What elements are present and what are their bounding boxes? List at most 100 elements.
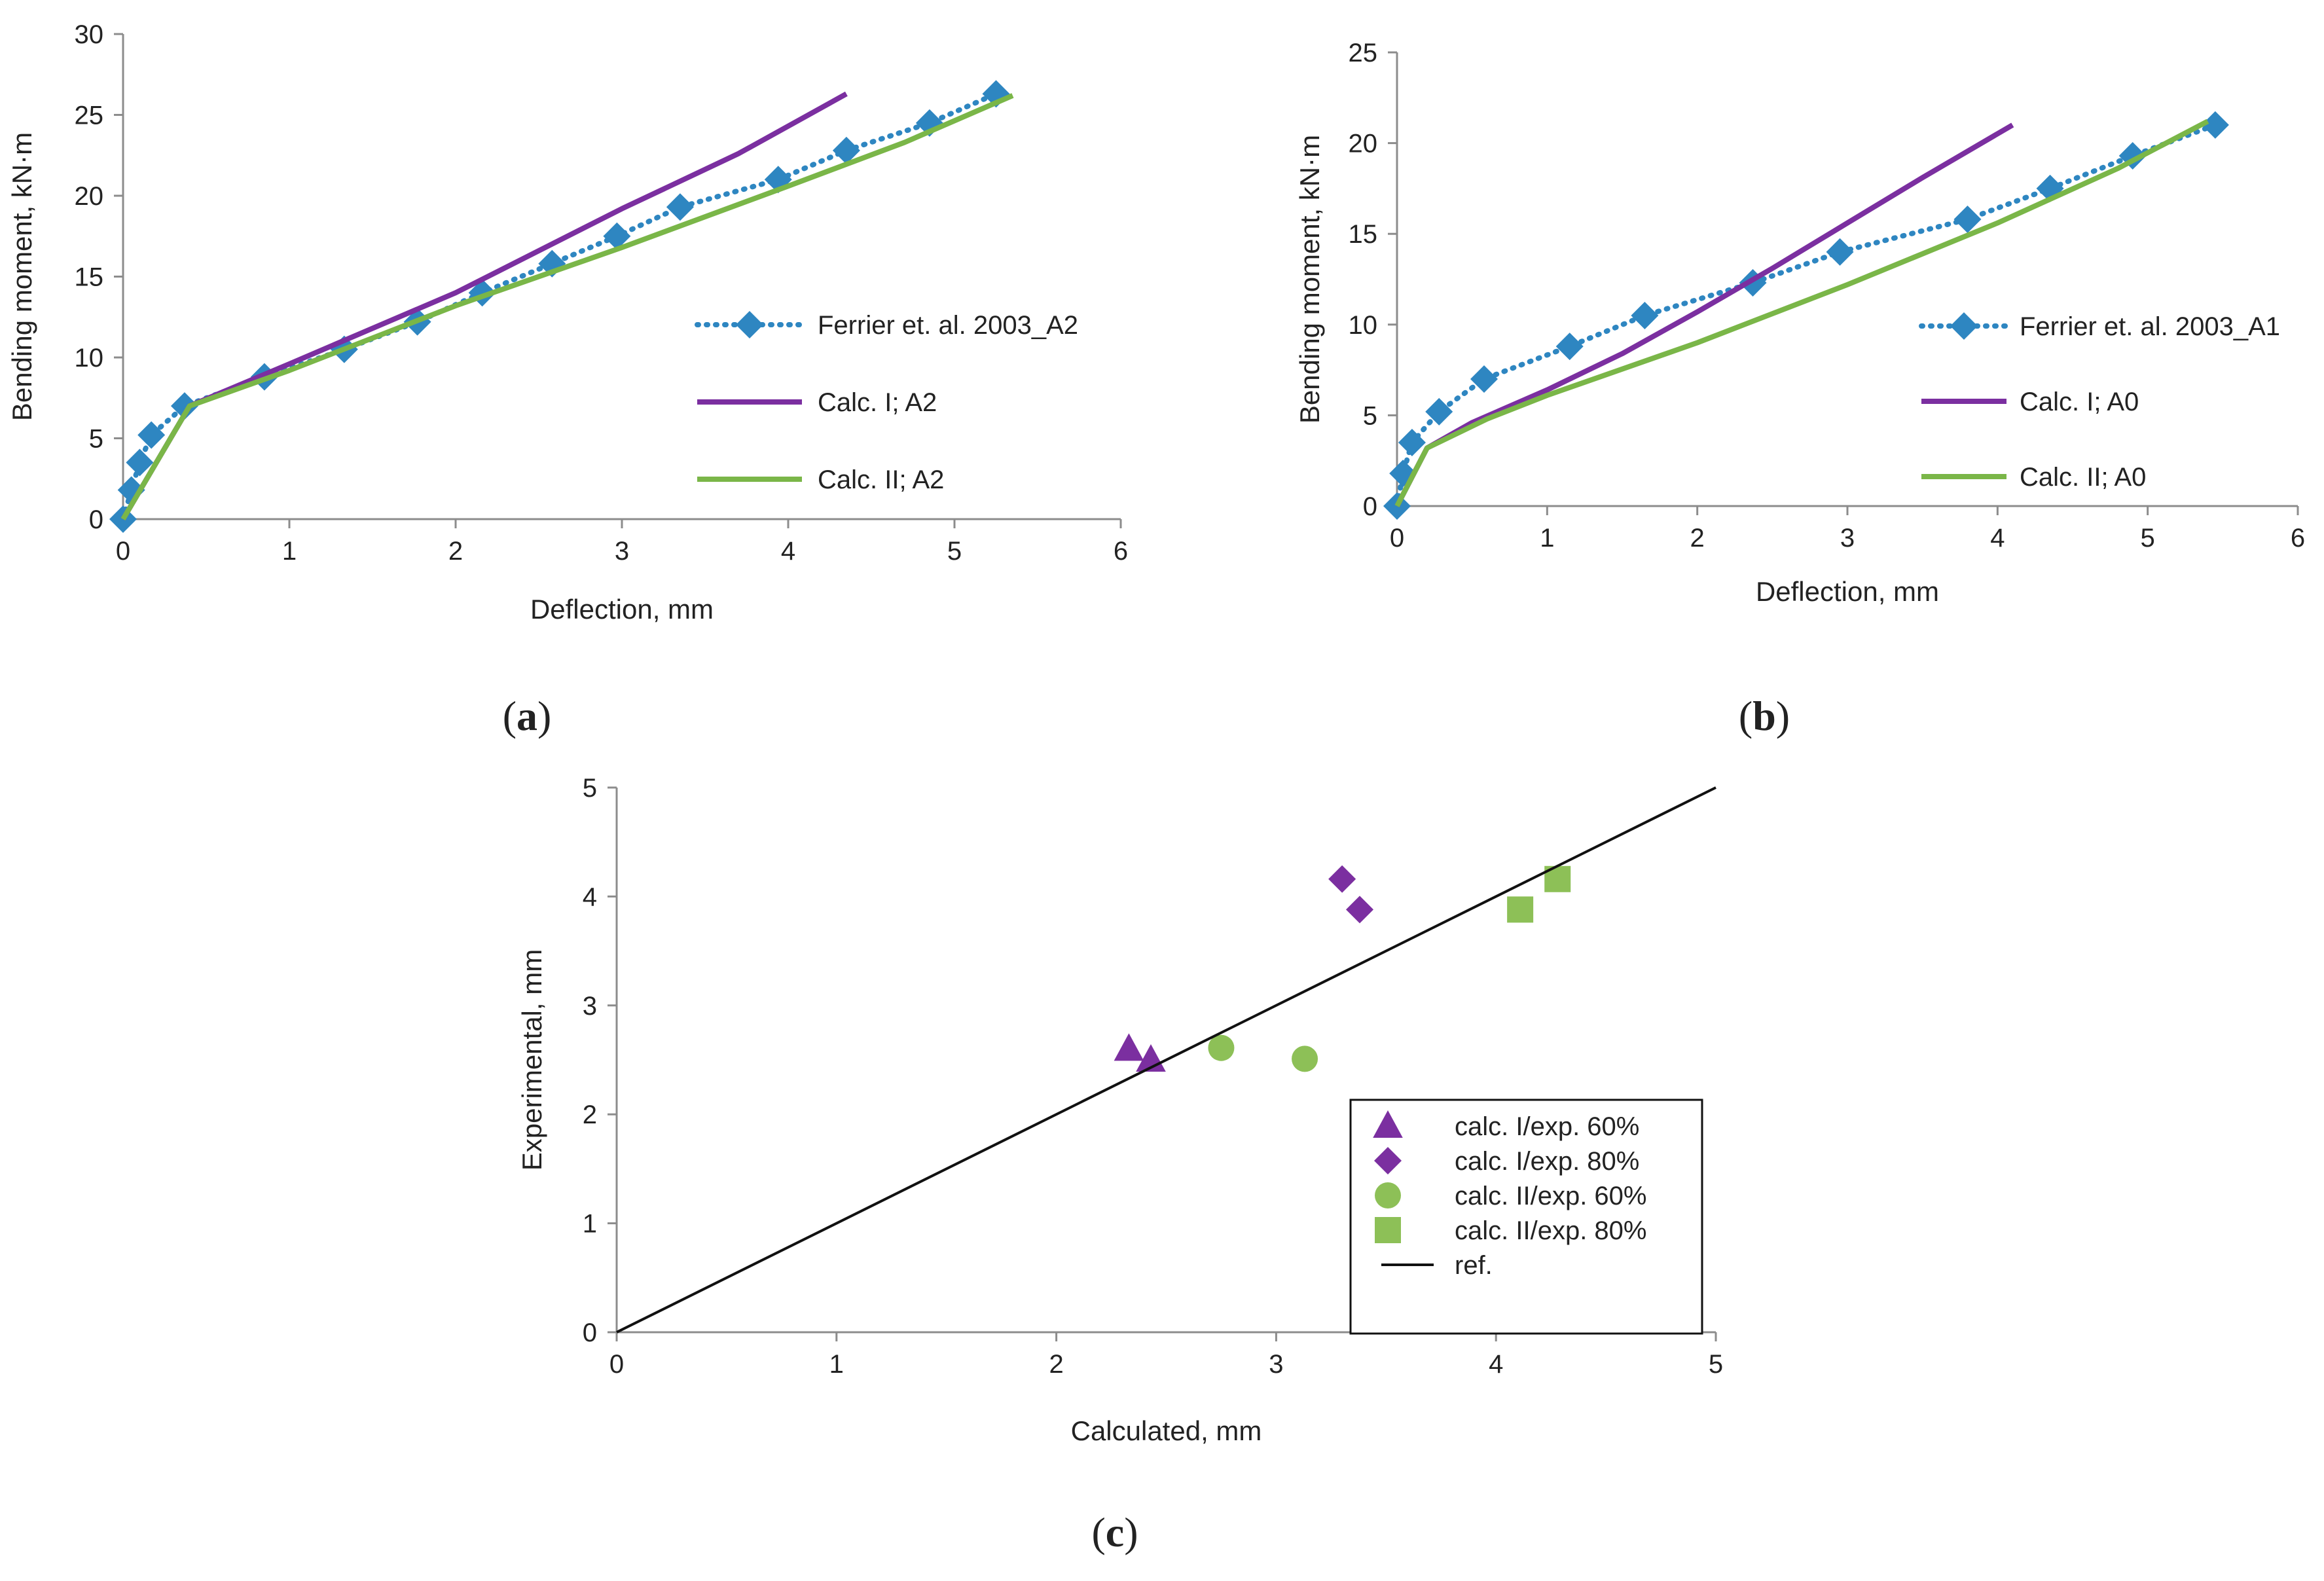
x-tick-label: 0: [116, 537, 130, 566]
x-tick-label: 5: [947, 537, 962, 566]
data-point: [1953, 206, 1982, 234]
series-2: [1208, 1034, 1318, 1072]
y-tick-label: 0: [1363, 492, 1377, 521]
caption-open: (: [503, 693, 517, 739]
x-tick-label: 2: [1049, 1350, 1063, 1379]
legend-label: calc. I/exp. 80%: [1455, 1147, 1639, 1176]
data-point: [603, 222, 631, 250]
legend-item: calc. II/exp. 60%: [1375, 1182, 1646, 1210]
legend-item: ref.: [1381, 1251, 1493, 1280]
x-axis-title: Deflection, mm: [1756, 576, 1939, 607]
x-tick-label: 1: [829, 1350, 844, 1379]
legend-marker: [1950, 312, 1978, 340]
x-tick-label: 4: [781, 537, 795, 566]
caption-letter: a: [517, 693, 537, 739]
caption-letter: c: [1106, 1509, 1124, 1555]
series-1: [120, 91, 848, 521]
x-tick-label: 2: [1690, 524, 1705, 553]
x-axis-title: Calculated, mm: [1071, 1415, 1262, 1446]
reference-line: [616, 786, 1716, 1334]
series-line: [120, 93, 1014, 521]
y-tick-label: 10: [1349, 311, 1378, 340]
legend-marker: [1375, 1217, 1401, 1243]
legend: Ferrier et. al. 2003_A2 Calc. I; A2 Calc. …: [695, 311, 1078, 494]
legend-item: calc. I/exp. 60%: [1373, 1110, 1639, 1141]
legend-marker: [1374, 1147, 1402, 1174]
x-tick-label: 1: [282, 537, 297, 566]
data-point: [1346, 896, 1374, 924]
legend-marker: [736, 311, 763, 338]
y-tick-label: 20: [75, 182, 104, 211]
caption-close: ): [1776, 693, 1790, 739]
legend-item: Ferrier et. al. 2003_A1: [1919, 312, 2280, 341]
x-tick-label: 1: [1540, 524, 1554, 553]
data-point: [1470, 365, 1498, 393]
caption-close: ): [1124, 1509, 1138, 1555]
series-line: [120, 91, 848, 521]
caption-close: ): [537, 693, 551, 739]
data-point: [1507, 896, 1534, 923]
legend-label: calc. II/exp. 80%: [1455, 1216, 1646, 1245]
data-point: [1208, 1034, 1235, 1061]
data-point: [2201, 111, 2229, 139]
series-2: [120, 93, 1014, 521]
data-point: [137, 421, 166, 449]
data-point: [666, 193, 694, 221]
data-point: [1425, 397, 1453, 426]
y-tick-label: 25: [75, 101, 104, 130]
y-tick-label: 10: [75, 344, 104, 373]
legend-marker: [1375, 1182, 1401, 1208]
legend-marker-shape: [1375, 1182, 1401, 1208]
panel-caption: (c): [1091, 1509, 1138, 1555]
panel-caption: (a): [503, 693, 552, 739]
legend-item: calc. II/exp. 80%: [1375, 1216, 1646, 1245]
x-tick-label: 5: [2141, 524, 2155, 553]
y-tick-label: 5: [1363, 401, 1377, 430]
x-tick-label: 6: [2291, 524, 2305, 553]
x-tick-label: 3: [1269, 1350, 1283, 1379]
legend: Ferrier et. al. 2003_A1 Calc. I; A0 Calc. …: [1919, 312, 2280, 492]
legend-item: Calc. I; A0: [1921, 388, 2139, 416]
legend-label: ref.: [1455, 1251, 1493, 1280]
x-tick-label: 0: [1390, 524, 1404, 553]
data-point: [1398, 428, 1426, 456]
series-4: [616, 786, 1716, 1334]
y-tick-label: 25: [1349, 39, 1378, 67]
data-point: [1328, 865, 1356, 893]
y-axis-title: Experimental, mm: [517, 949, 547, 1171]
legend-label: Ferrier et. al. 2003_A2: [818, 311, 1078, 340]
data-point: [832, 136, 860, 164]
panel-caption: (b): [1739, 693, 1790, 739]
x-axis-title: Deflection, mm: [530, 594, 714, 625]
y-tick-label: 30: [75, 20, 104, 49]
y-tick-label: 4: [583, 882, 597, 911]
series-line: [1394, 118, 2209, 507]
x-tick-label: 6: [1114, 537, 1128, 566]
legend-item: Ferrier et. al. 2003_A2: [695, 311, 1078, 340]
legend: calc. I/exp. 60% calc. I/exp. 80% calc. II…: [1349, 1099, 1703, 1335]
y-axis-title: Bending moment, kN·m: [7, 132, 37, 421]
y-tick-label: 15: [75, 263, 104, 292]
legend-item: Calc. I; A2: [697, 388, 937, 417]
y-tick-label: 0: [89, 505, 103, 534]
legend-item: Calc. II; A0: [1921, 463, 2146, 492]
series-1: [1328, 865, 1374, 924]
legend-item: calc. I/exp. 80%: [1374, 1147, 1639, 1176]
data-point: [1292, 1045, 1318, 1072]
x-tick-label: 5: [1709, 1350, 1723, 1379]
caption-open: (: [1739, 693, 1752, 739]
x-tick-label: 3: [1840, 524, 1855, 553]
legend-label: calc. I/exp. 60%: [1455, 1112, 1639, 1141]
y-tick-label: 15: [1349, 220, 1378, 249]
data-point: [170, 392, 198, 420]
chart-b: 0 1 2 3 4 5 6 0 5 10 15 20 25 Deflection, mm Bending m…: [1294, 39, 2305, 739]
data-point: [1826, 238, 1854, 266]
legend-label: Calc. I; A0: [2020, 388, 2139, 416]
y-tick-label: 2: [583, 1100, 597, 1129]
data-point: [126, 448, 154, 477]
legend-marker: [1373, 1110, 1403, 1138]
chart-a: 0 1 2 3 4 5 6 0 5 10 15 20 25 30 Deflection, mm Bending…: [7, 20, 1128, 739]
series-1: [1394, 122, 2014, 507]
legend-marker-shape: [1373, 1110, 1403, 1138]
legend-label: Ferrier et. al. 2003_A1: [2020, 312, 2280, 341]
